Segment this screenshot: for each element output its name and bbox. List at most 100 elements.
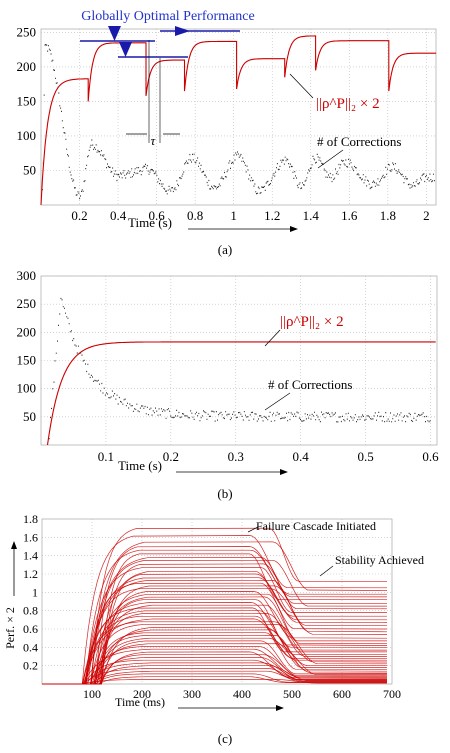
perf-curve [42, 567, 388, 685]
x-tick-label: 0.6 [422, 449, 439, 464]
y-tick-label: 0.2 [23, 659, 38, 673]
perf-curve [42, 668, 388, 685]
annotation-stability-arrow [319, 565, 334, 577]
y-tick-label: 50 [23, 162, 36, 177]
panel-c: 100 200 300 400 500 600 700 0.2 0.4 0.6 0.8 1 1.2 1.4… [3, 512, 424, 746]
perf-curve [42, 673, 387, 685]
x-tick-label: 100 [83, 687, 101, 701]
perf-curve [42, 593, 387, 685]
x-axis-label-a: Time (s) [128, 215, 172, 230]
y-tick-label: 150 [17, 93, 37, 108]
perf-curve [42, 670, 387, 685]
x-tick-label: 1 [230, 208, 237, 223]
perf-curve [42, 527, 387, 685]
plot-area-c [41, 518, 393, 685]
x-tick-label: 700 [383, 687, 401, 701]
panel-label-c: (c) [218, 731, 232, 746]
perf-curve [42, 640, 387, 685]
ticks-b: 0.1 0.2 0.3 0.4 0.5 0.6 50 100 150 200 250 300 [17, 268, 440, 464]
x-tick-label: 0.2 [163, 449, 179, 464]
x-axis-arrowhead-a [290, 226, 298, 232]
x-tick-label: 0.3 [228, 449, 244, 464]
annotations-a: Globally Optimal Performance τ ||ρ^P||₂ × … [80, 9, 401, 169]
performance-line [40, 35, 436, 206]
optimal-arrowhead-2 [119, 42, 132, 57]
optimal-arrowhead-1 [108, 26, 121, 41]
perf-curve [42, 596, 388, 685]
y-tick-label: 0.6 [23, 622, 38, 636]
panel-label-a: (a) [218, 242, 232, 257]
ticks-c: 100 200 300 400 500 600 700 0.2 0.4 0.6 0.8 1 1.2 1.4… [23, 512, 401, 701]
performance-line [46, 341, 436, 446]
perf-curve [42, 546, 388, 685]
y-tick-label: 50 [23, 409, 36, 424]
perf-curve [42, 618, 387, 685]
corrections-series-b [48, 297, 431, 440]
grid-b [41, 275, 437, 445]
annotation-performance-label: ||ρ^P||₂ × 2 [316, 96, 380, 112]
x-tick-label: 500 [283, 687, 301, 701]
annotation-optimal-performance: Globally Optimal Performance [81, 9, 254, 24]
x-tick-label: 1.2 [264, 208, 280, 223]
x-axis-arrowhead-b [280, 469, 288, 475]
annotation-corrections-label: # of Corrections [317, 134, 401, 149]
perf-curve [42, 607, 387, 685]
y-tick-label: 250 [17, 296, 37, 311]
y-tick-label: 100 [17, 381, 37, 396]
perf-curve [42, 624, 388, 685]
perf-curve [42, 582, 388, 685]
panel-a: 0.2 0.4 0.6 0.8 1 1.2 1.4 1.6 1.8 250100150200250… [17, 9, 437, 257]
annotation-corrections-label: # of Corrections [268, 377, 352, 392]
performance-series-b [46, 341, 436, 446]
annotation-performance-arrow [289, 73, 314, 99]
perf-curve [42, 588, 388, 685]
y-tick-label: 1.6 [23, 530, 38, 544]
perf-curve [42, 635, 388, 685]
y-tick-label: 250 [17, 24, 37, 39]
perf-curve [42, 613, 388, 685]
corrections-series-a [42, 44, 435, 200]
x-axis-label-b: Time (s) [118, 458, 162, 473]
y-tick-label: 100 [17, 128, 37, 143]
performance-series-a [40, 35, 436, 206]
perf-curve [42, 621, 388, 685]
plot-area-a [40, 28, 437, 206]
annotations-c: Failure Cascade Initiated Stability Achie… [247, 519, 424, 577]
y-tick-label: 0.8 [23, 604, 38, 618]
annotation-performance-label: ||ρ^P||₂ × 2 [280, 314, 344, 330]
x-tick-label: 300 [183, 687, 201, 701]
x-axis-label-c: Time (ms) [115, 695, 165, 709]
perf-curve [42, 570, 388, 685]
perf-curve [42, 549, 388, 685]
x-tick-label: 0.4 [110, 208, 127, 223]
x-tick-label: 0.8 [187, 208, 203, 223]
y-axis-arrowhead-c [11, 541, 17, 549]
x-axis-arrowhead-c [276, 705, 284, 711]
x-tick-label: 0.2 [71, 208, 87, 223]
x-tick-label: 1.4 [303, 208, 320, 223]
y-tick-label: 0.4 [23, 640, 38, 654]
annotation-corrections-arrow [264, 392, 291, 411]
x-tick-label: 0.5 [357, 449, 373, 464]
perf-curve [42, 610, 387, 685]
y-tick-label: 300 [17, 268, 37, 283]
x-tick-label: 2 [423, 208, 430, 223]
perf-curve [42, 637, 388, 685]
panel-b: 0.1 0.2 0.3 0.4 0.5 0.6 50 100 150 200 250 300 ||ρ^… [17, 268, 440, 501]
y-tick-label: 1.4 [23, 549, 38, 563]
annotation-failure-cascade-arrow [247, 526, 259, 533]
y-tick-label: 1.8 [23, 512, 38, 526]
perf-curve [42, 679, 387, 685]
perf-curve [42, 662, 387, 685]
x-tick-label: 0.1 [98, 449, 114, 464]
grid-c [42, 518, 393, 684]
perf-curve [42, 659, 388, 685]
curve-family-c [42, 527, 388, 685]
annotation-performance-arrow [264, 329, 281, 347]
x-tick-label: 0.6 [148, 208, 165, 223]
y-tick-label: 1 [32, 585, 38, 599]
corrections-dots [48, 297, 431, 440]
optimal-arrowhead-3 [175, 26, 190, 36]
annotation-failure-cascade: Failure Cascade Initiated [256, 519, 376, 533]
